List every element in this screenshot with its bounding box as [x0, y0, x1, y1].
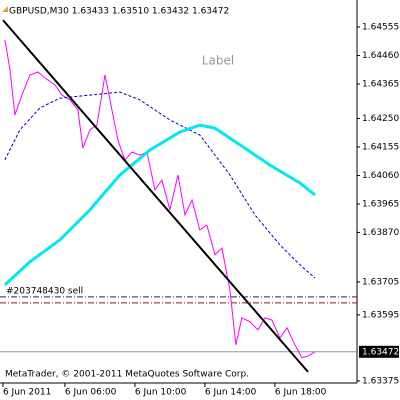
x-tick-label: 6 Jun 10:00: [135, 388, 187, 398]
y-tick-label: 1.63595: [362, 310, 399, 320]
y-tick-label: 1.64460: [362, 51, 399, 61]
annotation: Label: [202, 54, 234, 68]
y-tick-label: 1.64155: [362, 142, 399, 152]
x-tick-label: 6 Jun 18:00: [275, 388, 327, 398]
y-tick-label: 1.64365: [362, 79, 399, 89]
series-line: [2, 19, 309, 373]
x-tick-label: 6 Jun 2011: [3, 388, 51, 398]
chart-title: GBPUSD,M30 1.63433 1.63510 1.63432 1.634…: [9, 7, 229, 17]
footer: MetaTrader, © 2001-2011 MetaQuotes Softw…: [5, 370, 249, 380]
y-tick-label: 1.63965: [362, 199, 399, 209]
y-tick-label: 1.63870: [362, 228, 399, 238]
corner-marker: [2, 6, 8, 12]
y-tick-label: 1.63705: [362, 277, 399, 287]
x-tick-label: 6 Jun 06:00: [65, 388, 117, 398]
y-tick-label: 1.64250: [362, 114, 399, 124]
y-tick-label: 1.64555: [362, 22, 399, 32]
series-line: [4, 91, 316, 279]
series-line: [3, 123, 316, 287]
level-label: #203748430 sell: [6, 286, 83, 296]
current-price-box: [359, 345, 399, 358]
y-tick-label: 1.63375: [362, 376, 399, 386]
current-price-label: 1.63472: [362, 347, 399, 357]
y-tick-label: 1.64060: [362, 171, 399, 181]
x-tick-label: 6 Jun 14:00: [205, 388, 257, 398]
